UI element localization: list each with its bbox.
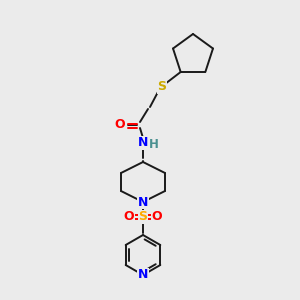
Text: O: O	[115, 118, 125, 131]
Text: O: O	[152, 211, 162, 224]
Text: N: N	[138, 268, 148, 281]
Text: S: S	[139, 211, 148, 224]
Text: H: H	[149, 137, 159, 151]
Text: O: O	[124, 211, 134, 224]
Text: N: N	[138, 196, 148, 208]
Text: N: N	[138, 136, 148, 149]
Text: S: S	[158, 80, 166, 94]
